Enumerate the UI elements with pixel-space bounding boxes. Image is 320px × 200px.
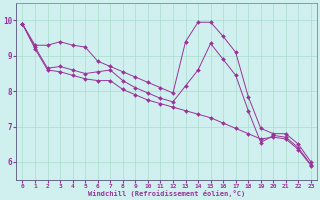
X-axis label: Windchill (Refroidissement éolien,°C): Windchill (Refroidissement éolien,°C): [88, 190, 245, 197]
